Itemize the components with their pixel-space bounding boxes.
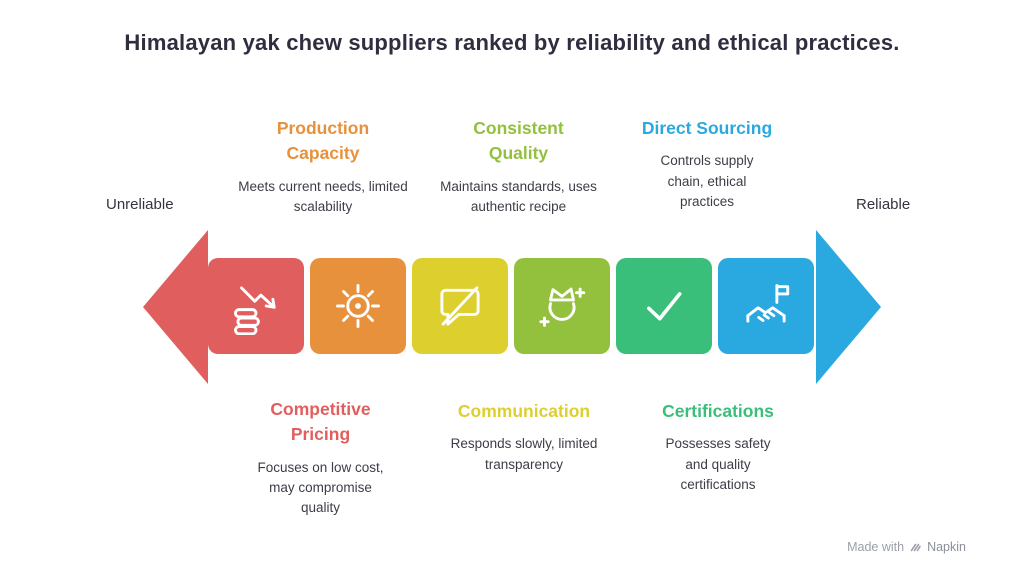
factor-label-certifications: Certifications Possesses safety and qual…: [623, 399, 813, 495]
attribution-prefix: Made with: [847, 540, 905, 554]
factor-square-direct-sourcing: [718, 258, 814, 354]
factor-label-communication: Communication Responds slowly, limited t…: [414, 399, 634, 475]
factor-description: Focuses on low cost, may compromise qual…: [257, 459, 384, 516]
axis-left-label: Unreliable: [106, 196, 174, 213]
factor-title: Communication: [457, 401, 591, 421]
factor-square-production-capacity: [310, 258, 406, 354]
factor-description: Responds slowly, limited transparency: [450, 436, 598, 472]
factor-description: Controls supply chain, ethical practices: [660, 153, 754, 209]
factor-label-direct-sourcing: Direct Sourcing Controls supply chain, e…: [622, 116, 792, 212]
factor-title: Competitive Pricing: [270, 399, 371, 445]
napkin-logo-icon: [910, 543, 921, 551]
factor-squares-row: [208, 258, 814, 354]
muted-chat-icon: [440, 286, 480, 326]
factor-square-communication: [412, 258, 508, 354]
arrowhead-right: [816, 230, 881, 384]
axis-right-label: Reliable: [856, 196, 911, 213]
handshake-flag-icon: [746, 284, 790, 323]
factor-title: Consistent Quality: [473, 118, 564, 164]
factor-title: Certifications: [662, 401, 774, 421]
factor-title: Direct Sourcing: [641, 118, 773, 138]
factor-description: Maintains standards, uses authentic reci…: [440, 178, 597, 214]
declining-price-icon: [234, 286, 276, 335]
production-gear-icon: [336, 284, 380, 328]
factor-square-competitive-pricing: [208, 258, 304, 354]
page-title: Himalayan yak chew suppliers ranked by r…: [124, 30, 900, 55]
factor-label-production-capacity: Production Capacity Meets current needs,…: [238, 116, 408, 217]
factor-label-consistent-quality: Consistent Quality Maintains standards, …: [431, 116, 606, 217]
arrowhead-left: [143, 230, 208, 384]
checkmark-icon: [647, 292, 682, 321]
factor-label-competitive-pricing: Competitive Pricing Focuses on low cost,…: [228, 397, 413, 519]
factor-title: Production Capacity: [276, 118, 370, 164]
attribution-brand: Napkin: [927, 540, 966, 554]
factor-square-consistent-quality: [514, 258, 610, 354]
factor-description: Possesses safety and quality certificati…: [665, 436, 771, 492]
quality-crown-icon: [539, 287, 586, 327]
factor-description: Meets current needs, limited scalability: [238, 178, 408, 214]
factor-square-certifications: [616, 258, 712, 354]
attribution: Made with Napkin: [847, 540, 966, 554]
